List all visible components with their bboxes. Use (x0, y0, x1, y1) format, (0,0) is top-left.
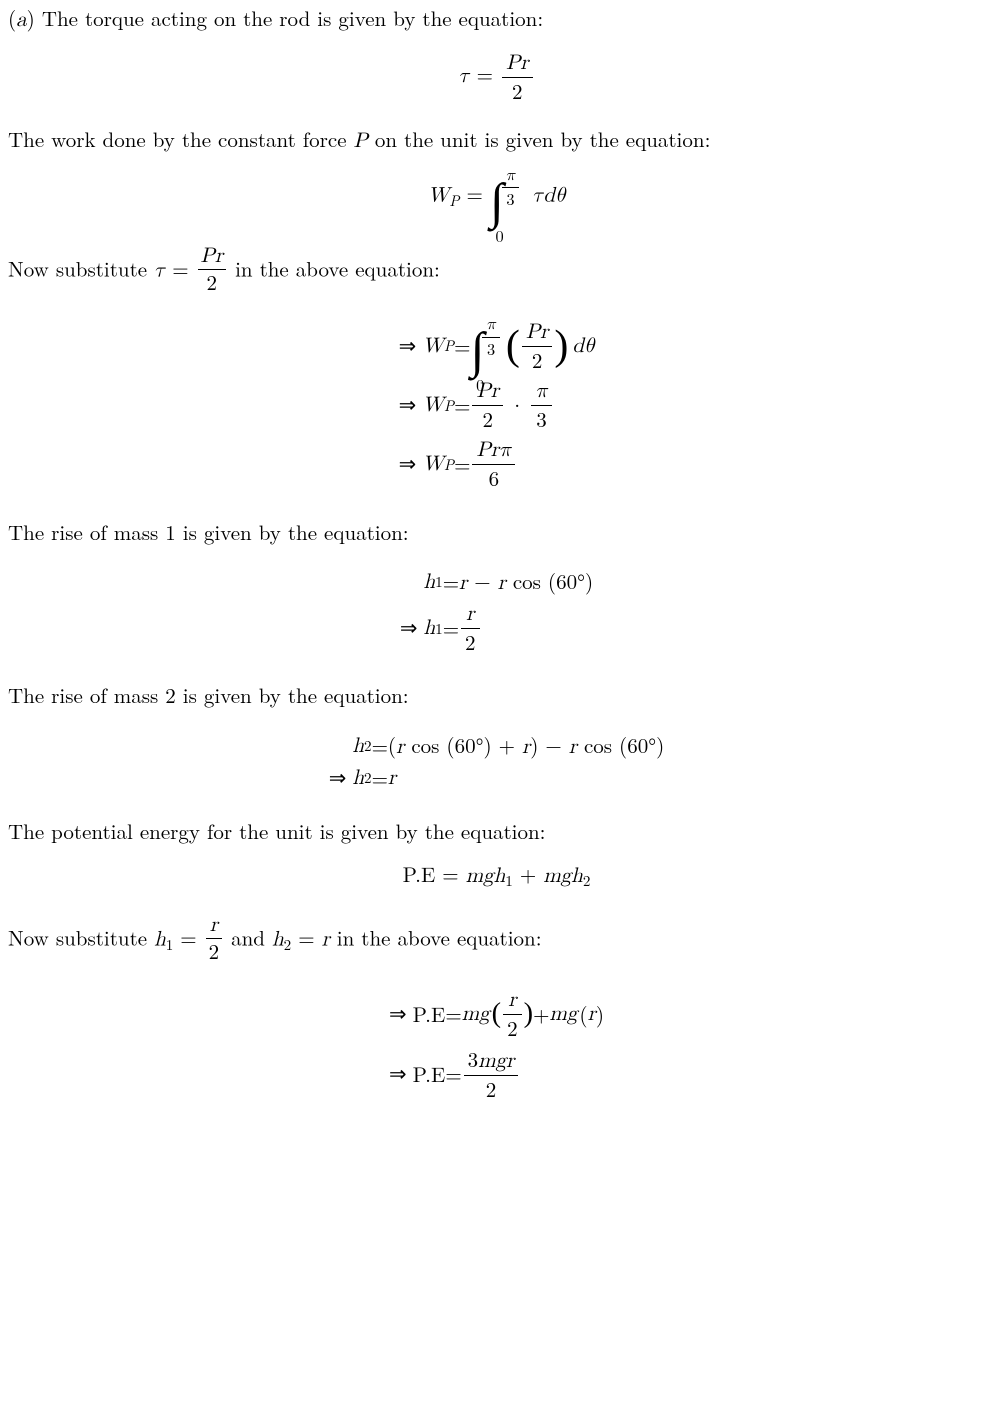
eq5-row-b: ⇒ h2 = r (329, 766, 665, 791)
eq3-row-a: ⇒ WP = ∫ π3 0 ( Pr2 ) dθ (399, 320, 595, 373)
eq7-row-a: ⇒ P.E = mg (r2) + mg (r) (389, 988, 604, 1041)
paragraph-5: The rise of mass 2 is given by the equat… (8, 683, 985, 708)
eq7-row-b: ⇒ P.E = 3mgr2 (389, 1047, 604, 1102)
paragraph-6: The potential energy for the unit is giv… (8, 819, 985, 844)
equation-6: P.E = mgh1 + mgh2 (8, 862, 985, 890)
W: W (428, 185, 450, 206)
equation-3: ⇒ WP = ∫ π3 0 ( Pr2 ) dθ ⇒ WP = Pr2 (8, 314, 985, 498)
paragraph-7: Now substitute h1 = r2 and h2 = r in the… (8, 913, 985, 964)
eq5-row-a: ⇒ h2 = (r cos (60°) + r) − r cos (60°) (329, 733, 665, 760)
eq3-row-c: ⇒ WP = Prπ6 (399, 438, 595, 491)
paragraph-4: The rise of mass 1 is given by the equat… (8, 520, 985, 545)
equals: = (477, 59, 500, 89)
paragraph-3: Now substitute τ = Pr2 in the above equa… (8, 244, 985, 295)
equation-4: ⇒ h1 = r − r cos (60°) ⇒ h1 = r2 (8, 563, 985, 662)
equation-7: ⇒ P.E = mg (r2) + mg (r) ⇒ P.E = 3mgr2 (8, 982, 985, 1109)
equation-5: ⇒ h2 = (r cos (60°) + r) − r cos (60°) ⇒… (8, 727, 985, 797)
eq4-row-b: ⇒ h1 = r2 (400, 602, 593, 655)
paragraph-2: The work done by the constant force P on… (8, 127, 985, 154)
eq3-row-b: ⇒ WP = Pr2 · π3 (399, 379, 595, 432)
paragraph-1: (a) The torque acting on the rod is give… (8, 6, 985, 33)
part-label: (a) (8, 3, 35, 33)
equation-2: WP = ∫ π 3 0 τdθ (8, 172, 985, 222)
eq4-row-a: ⇒ h1 = r − r cos (60°) (400, 569, 593, 596)
p1-text: The torque acting on the rod is given by… (35, 3, 543, 33)
tau: τ (458, 66, 469, 87)
integral: ∫ π 3 0 (490, 172, 525, 222)
frac-pr-2: Pr 2 (502, 51, 533, 104)
equation-1: τ = Pr 2 (8, 51, 985, 104)
